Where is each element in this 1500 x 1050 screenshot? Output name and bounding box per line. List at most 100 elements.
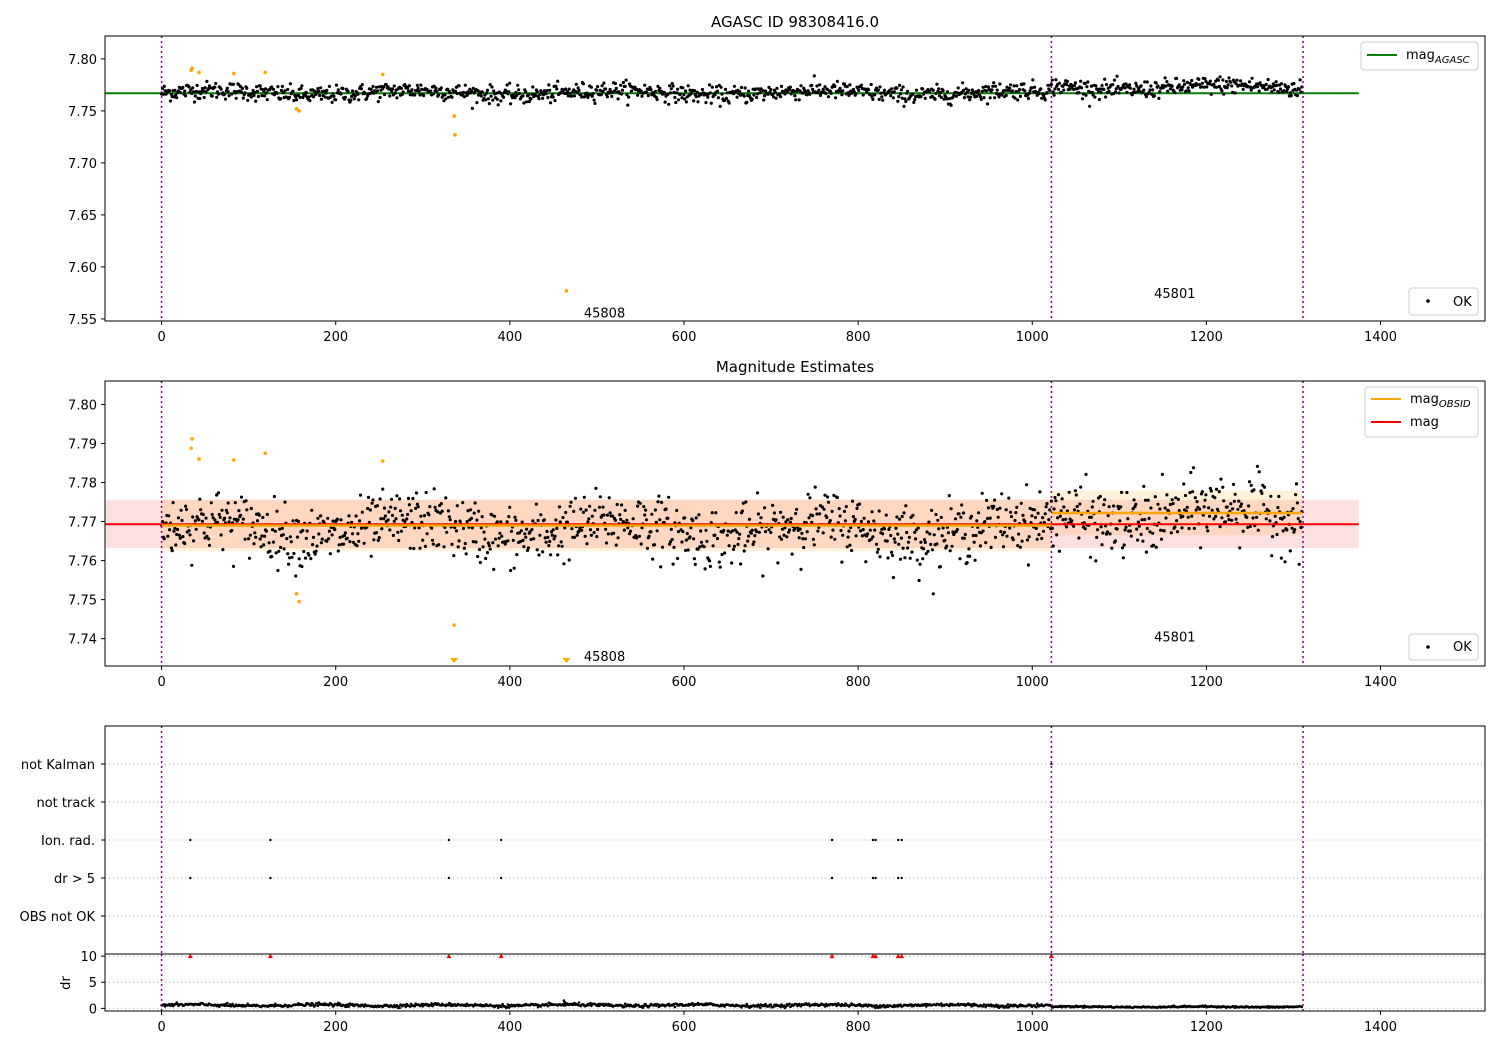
ok-point: [399, 86, 403, 90]
ok-point: [676, 87, 680, 91]
ok-point: [299, 86, 303, 91]
ok-point: [1239, 502, 1244, 506]
ok-point: [1014, 90, 1018, 94]
ok-point: [216, 92, 220, 96]
x-tick-label: 1400: [1364, 1020, 1397, 1035]
ok-point: [1185, 80, 1189, 84]
ok-point: [1189, 470, 1193, 475]
ok-point: [400, 513, 404, 517]
ok-point: [1104, 83, 1109, 87]
ok-point: [845, 85, 849, 89]
ok-point: [984, 541, 988, 545]
ok-point: [1191, 466, 1196, 470]
ok-point: [1177, 83, 1181, 87]
ok-point: [349, 98, 353, 102]
ok-point: [1239, 504, 1243, 508]
ok-point: [1061, 84, 1065, 88]
clipped-dr-marker: [498, 953, 504, 959]
ok-point: [485, 91, 489, 95]
ok-point: [513, 515, 517, 519]
ok-point: [335, 517, 339, 521]
ok-point: [554, 518, 558, 522]
y-tick-label: 7.65: [68, 209, 97, 224]
ok-point: [699, 529, 703, 533]
ok-point: [552, 537, 556, 541]
ok-point: [551, 528, 555, 532]
ok-point: [1270, 535, 1275, 539]
ok-point: [281, 533, 285, 537]
ok-point: [472, 511, 476, 515]
ok-point: [1286, 85, 1291, 89]
ok-point: [406, 86, 410, 90]
ok-point: [473, 501, 477, 505]
ok-point: [203, 86, 207, 90]
ok-point: [319, 514, 323, 518]
ok-point: [898, 83, 902, 87]
ok-point: [546, 535, 550, 540]
x-tick-label: 1000: [1016, 330, 1049, 345]
ok-point: [626, 103, 630, 107]
ok-point: [519, 529, 523, 533]
ok-point: [672, 90, 676, 95]
ok-point: [653, 89, 658, 93]
ok-point: [311, 535, 316, 540]
ok-point: [227, 94, 231, 98]
ok-point: [218, 515, 222, 520]
ok-point: [360, 83, 364, 87]
ok-point: [984, 84, 988, 89]
ok-point: [201, 512, 205, 517]
ok-point: [1064, 82, 1069, 87]
ok-point: [1055, 533, 1059, 537]
ok-point: [594, 486, 598, 490]
ok-point: [1217, 490, 1221, 494]
ok-point: [575, 533, 579, 537]
ok-point: [911, 92, 915, 96]
ok-point: [1207, 82, 1212, 86]
ok-point: [470, 526, 474, 530]
ok-point: [960, 503, 964, 507]
clipped-dr-marker: [187, 953, 193, 959]
ok-point: [649, 530, 653, 534]
ok-point: [180, 518, 184, 523]
ok-point: [593, 508, 597, 512]
ok-point: [1031, 78, 1035, 82]
ok-point: [891, 575, 896, 580]
ok-point: [631, 517, 635, 521]
ok-point: [669, 527, 673, 532]
ok-point: [1099, 90, 1103, 94]
ok-point: [1125, 90, 1129, 94]
ok-point: [415, 83, 419, 87]
ok-point: [797, 536, 801, 540]
ok-point: [444, 496, 448, 500]
ok-point: [672, 545, 676, 550]
ok-point: [1106, 514, 1110, 518]
ok-point: [996, 515, 1000, 519]
ok-point: [818, 512, 822, 516]
y-tick-label: 7.76: [68, 555, 97, 570]
ok-point: [1091, 93, 1095, 97]
ok-point: [492, 89, 496, 93]
legend-label: mag: [1410, 415, 1439, 430]
ok-point: [223, 92, 227, 96]
ok-point: [977, 89, 981, 93]
ok-point: [1207, 514, 1212, 518]
ok-point: [1215, 507, 1220, 511]
ok-point: [325, 539, 329, 543]
ok-point: [854, 92, 858, 96]
outlier-point: [294, 591, 299, 596]
ok-point: [693, 562, 697, 567]
ok-point: [731, 547, 736, 552]
ok-point: [414, 491, 419, 495]
x-tick-label: 600: [672, 1020, 697, 1035]
ok-point: [514, 90, 518, 95]
ok-point: [447, 515, 451, 519]
flag-point: [447, 876, 451, 880]
ok-point: [356, 92, 360, 96]
ok-point: [584, 508, 588, 512]
ok-point: [1233, 492, 1237, 496]
ok-point: [455, 504, 459, 508]
ok-point: [194, 527, 198, 531]
ok-point: [818, 83, 822, 87]
ok-point: [184, 507, 189, 512]
